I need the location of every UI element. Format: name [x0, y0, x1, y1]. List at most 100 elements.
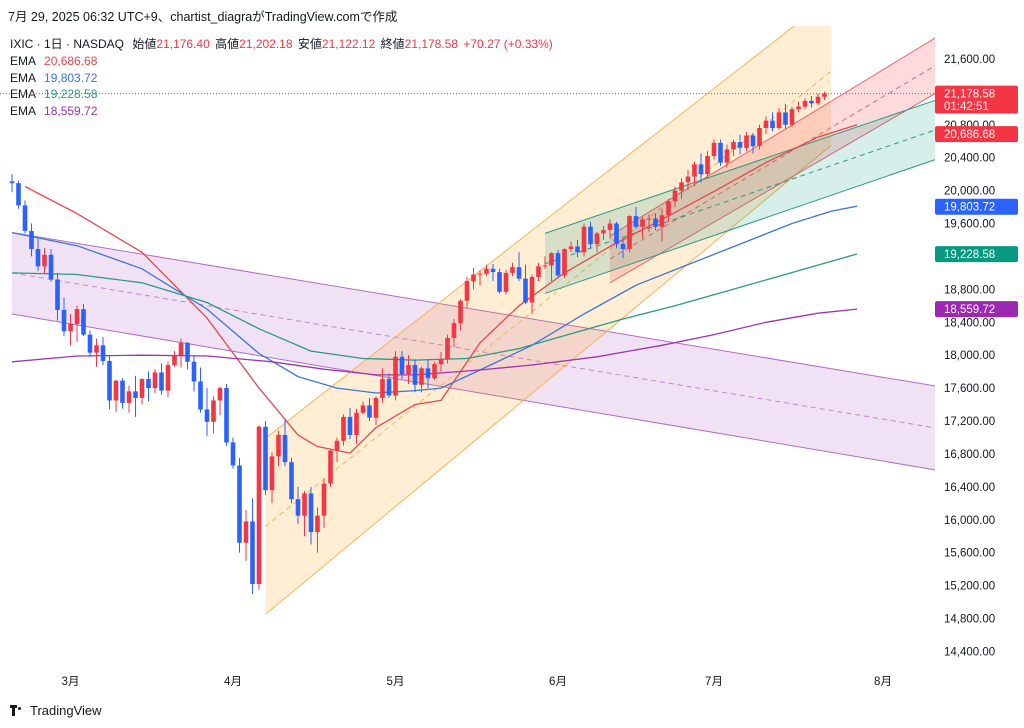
candle [744, 132, 749, 152]
candle [672, 186, 678, 208]
candle [217, 386, 223, 416]
y-axis-tick-label: 18,400.00 [944, 317, 995, 329]
candle-body [731, 142, 736, 150]
candle [159, 363, 164, 395]
price-tag-bg [935, 126, 1018, 143]
channel-fill [12, 232, 935, 470]
candle-body [451, 323, 457, 338]
candle [87, 330, 93, 357]
x-axis-tick-label: 5月 [387, 676, 405, 688]
candle [347, 407, 353, 440]
candle [646, 214, 652, 232]
candle-body [315, 515, 320, 533]
candle [107, 355, 112, 410]
candle-body [588, 226, 593, 245]
candle-body [334, 440, 340, 451]
price-tag-bg [935, 198, 1018, 215]
candle-body [159, 372, 164, 391]
candle [620, 238, 626, 259]
chart-caption: 7月 29, 2025 06:32 UTC+9、chartist_diagraが… [8, 10, 398, 24]
candle-body [620, 244, 626, 250]
candle-body [178, 342, 184, 356]
candle [256, 425, 262, 590]
ema-legend-value: 19,803.72 [44, 70, 98, 85]
candle [627, 215, 632, 253]
channel-fill [545, 100, 935, 294]
candle [178, 338, 184, 368]
candle [750, 132, 756, 154]
candle-body [373, 397, 379, 418]
candle [822, 91, 827, 101]
candle [100, 337, 106, 366]
candle-body [555, 253, 561, 276]
x-axis-tick-label: 7月 [705, 676, 723, 688]
candle-body [133, 391, 138, 398]
candle-body [646, 218, 652, 220]
candle-body [139, 379, 145, 398]
candle-body [107, 360, 112, 401]
price-tag-countdown: 01:42:51 [944, 101, 989, 113]
symbol-label[interactable]: IXIC · 1日 · NASDAQ [10, 37, 125, 51]
candle-body [35, 249, 41, 267]
candle [796, 101, 801, 113]
ema-legend-row[interactable]: EMA 18,559.72 [10, 103, 553, 120]
ema-legend-label: EMA [10, 53, 37, 68]
candle [731, 139, 736, 157]
ema-legend-row[interactable]: EMA 20,686.68 [10, 53, 553, 70]
candle-body [724, 149, 730, 163]
trend-channel [11, 232, 935, 471]
candle [789, 106, 795, 127]
candle [770, 112, 775, 132]
candle-body [744, 135, 749, 148]
candle-body [204, 409, 210, 422]
candle-body [289, 462, 294, 500]
candle [523, 264, 528, 305]
candle-body [250, 521, 255, 584]
high-label: 高値 [215, 37, 240, 51]
candle-body [822, 93, 827, 97]
candle-body [477, 273, 483, 275]
candle-body [100, 345, 106, 361]
candle [471, 267, 476, 290]
candle [490, 263, 496, 282]
ema-line [11, 253, 858, 361]
candle [588, 221, 593, 249]
candle-body [269, 456, 275, 491]
ema-legend: EMA 20,686.68 EMA 19,803.72 EMA 19,228.58 EMA 1… [10, 53, 553, 120]
candle-body [763, 120, 769, 129]
y-axis-tick-label: 16,800.00 [944, 449, 995, 461]
candle [22, 200, 28, 234]
candle-body [796, 106, 801, 110]
low-label: 安値 [297, 37, 322, 51]
candle [373, 396, 379, 426]
candle [81, 304, 86, 337]
channel-upper-line [265, 26, 795, 439]
candle-body [685, 176, 691, 183]
ema-legend-label: EMA [10, 70, 37, 85]
channel-lower-line [265, 144, 832, 615]
candle [276, 430, 281, 467]
candle [562, 248, 567, 278]
ema-legend-row[interactable]: EMA 19,803.72 [10, 70, 553, 87]
candle [666, 198, 671, 222]
open-label: 始値 [132, 37, 157, 51]
candle-body [48, 254, 54, 280]
candle [282, 418, 288, 467]
candle [594, 231, 600, 253]
candle-body [386, 379, 392, 396]
candle [711, 139, 717, 160]
channel-lower-line [544, 159, 935, 294]
candle [477, 270, 483, 286]
candle-body [354, 412, 359, 435]
candle-body [536, 266, 541, 277]
ema-line [11, 205, 858, 394]
y-axis-tick-label: 20,000.00 [944, 186, 995, 198]
candle-body [757, 128, 762, 147]
candle [230, 437, 236, 469]
ema-legend-row[interactable]: EMA 19,228.58 [10, 86, 553, 103]
candle [250, 498, 255, 594]
y-axis-tick-label: 15,200.00 [944, 581, 995, 593]
candle-body [230, 442, 236, 466]
candle-body [750, 135, 756, 147]
